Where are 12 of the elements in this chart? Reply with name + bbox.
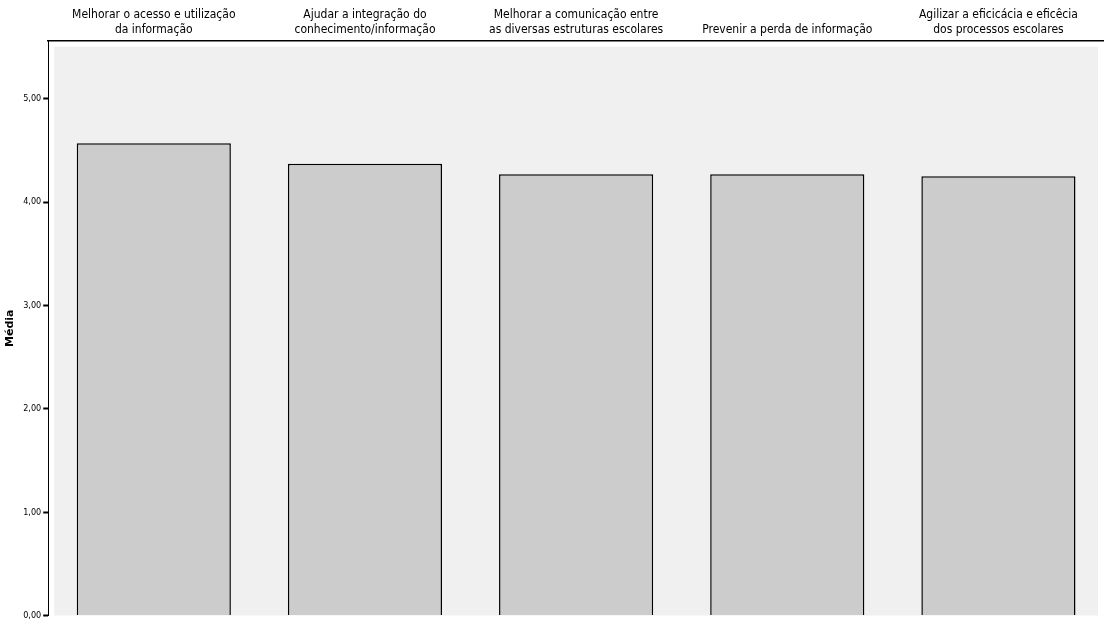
y-tick-label: 4,00 <box>23 196 42 207</box>
y-tick-label: 2,00 <box>23 403 42 414</box>
y-tick-label: 0,00 <box>23 609 42 620</box>
y-tick-label: 1,00 <box>23 506 42 517</box>
x-tick-label: Ajudar a integração do conhecimento/informação <box>294 7 436 36</box>
y-axis-title: Média <box>3 309 17 347</box>
y-tick-label: 5,00 <box>23 93 42 104</box>
y-tick-label: 3,00 <box>23 299 42 310</box>
x-tick-label: Prevenir a perda de informação <box>702 21 873 36</box>
x-tick-label: Melhorar o acesso e utilização da informação <box>72 7 236 36</box>
x-tick-label: Melhorar a comunicação entre as diversas estruturas escolares <box>489 7 664 36</box>
x-tick-label: Agilizar a eficicácia e eficêcia dos processos escolares <box>918 7 1078 36</box>
